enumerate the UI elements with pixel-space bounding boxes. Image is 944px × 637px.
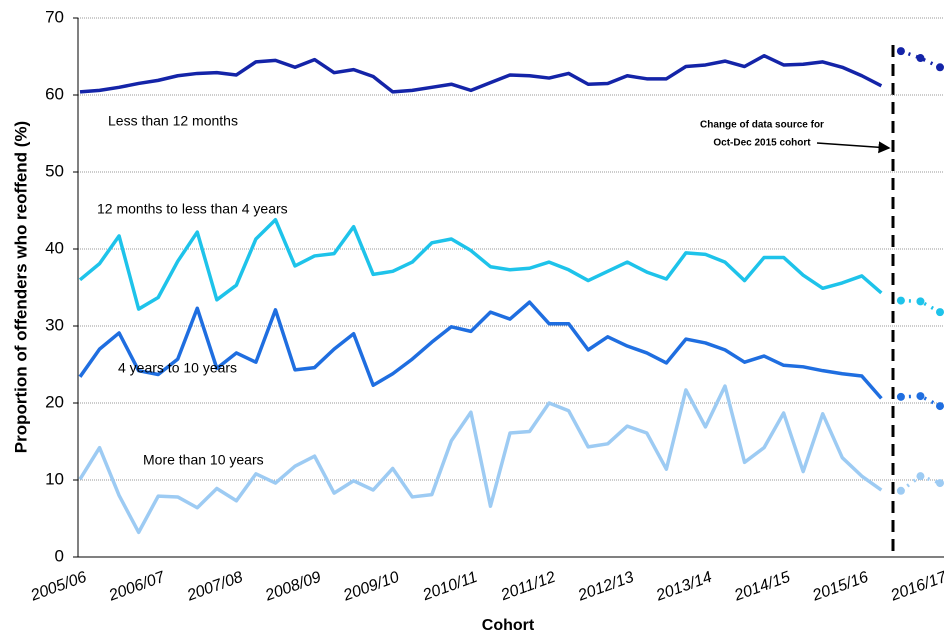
point — [936, 308, 944, 317]
x-tick-label: 2008/09 — [262, 569, 323, 605]
line — [78, 384, 883, 535]
y-tick-label: 40 — [45, 238, 64, 257]
line — [79, 53, 883, 94]
x-axis-label: Cohort — [482, 617, 535, 634]
y-tick-label: 50 — [45, 161, 64, 180]
x-tick-label: 2011/12 — [498, 569, 558, 605]
series-label: 12 months to less than 4 years — [97, 201, 288, 217]
x-tick-label: 2007/08 — [184, 569, 245, 605]
annotation: Change of data source for — [700, 120, 824, 131]
point — [896, 296, 905, 305]
point — [916, 297, 925, 306]
annotation-arrow — [816, 141, 891, 154]
series-label: Less than 12 months — [108, 113, 238, 129]
point — [936, 63, 944, 72]
x-tick-label: 2009/10 — [340, 569, 401, 605]
line — [78, 300, 883, 400]
x-tick-label: 2015/16 — [810, 569, 871, 605]
series-label: More than 10 years — [143, 452, 264, 468]
point — [896, 47, 905, 56]
point — [916, 472, 925, 481]
y-tick-label: 70 — [45, 7, 64, 26]
point — [916, 392, 925, 401]
y-tick-label: 0 — [55, 546, 64, 565]
point — [896, 392, 905, 401]
series-label: 4 years to 10 years — [118, 360, 237, 376]
x-tick-label: 2013/14 — [653, 569, 714, 605]
y-tick-label: 60 — [45, 84, 64, 103]
x-tick-label: 2010/11 — [420, 569, 480, 605]
line — [78, 217, 883, 311]
point — [936, 479, 944, 488]
x-tick-label: 2005/06 — [28, 569, 89, 605]
annotation: Oct-Dec 2015 cohort — [713, 138, 811, 149]
y-axis-label: Proportion of offenders who reoffend (%) — [11, 121, 30, 453]
y-tick-label: 30 — [45, 315, 64, 334]
x-tick-label: 2006/07 — [106, 568, 168, 604]
point — [896, 486, 905, 495]
x-tick-label: 2012/13 — [575, 569, 636, 605]
y-tick-label: 20 — [45, 392, 64, 411]
point — [916, 54, 925, 63]
y-tick-label: 10 — [45, 469, 64, 488]
x-tick-label: 2014/15 — [731, 569, 792, 605]
x-tick-label: 2016/17 — [888, 568, 944, 604]
point — [936, 402, 944, 411]
